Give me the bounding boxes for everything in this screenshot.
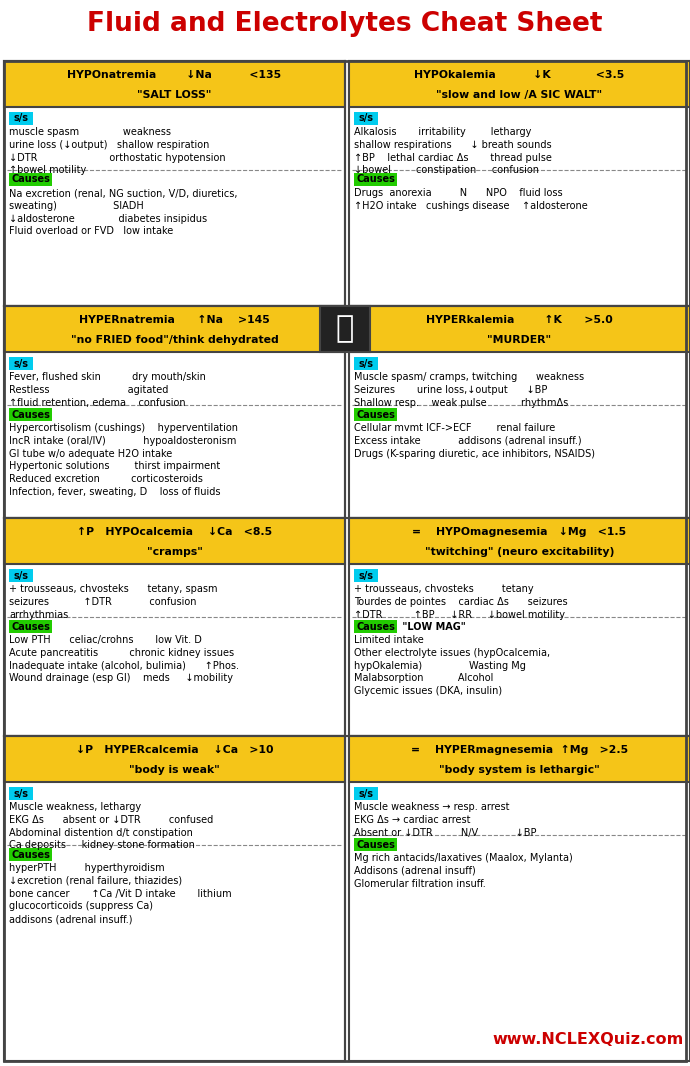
Bar [354,787,378,800]
Bar [349,61,690,107]
Text: ⤢: ⤢ [336,314,354,343]
Text: ↑P   HYPOcalcemia    ↓Ca   <8.5: ↑P HYPOcalcemia ↓Ca <8.5 [77,527,272,537]
Text: Cellular mvmt ICF->ECF        renal failure
Excess intake            addisons (a: Cellular mvmt ICF->ECF renal failure Exc… [354,423,595,458]
Text: =    HYPOmagnesemia   ↓Mg   <1.5: = HYPOmagnesemia ↓Mg <1.5 [413,527,627,537]
Bar [4,61,345,306]
Bar [349,518,690,564]
Text: Muscle weakness, lethargy
EKG Δs      absent or ↓DTR         confused
Abdominal : Muscle weakness, lethargy EKG Δs absent … [9,802,213,851]
Text: Drugs  anorexia         N      NPO    fluid loss
↑H2O intake   cushings disease : Drugs anorexia N NPO fluid loss ↑H2O int… [354,188,588,211]
Bar [354,357,378,370]
Text: Muscle weakness → resp. arrest
EKG Δs → cardiac arrest
Absent or ↓DTR         N/: Muscle weakness → resp. arrest EKG Δs → … [354,802,537,838]
Text: =    HYPERmagnesemia  ↑Mg   >2.5: = HYPERmagnesemia ↑Mg >2.5 [411,745,628,755]
Bar [9,173,52,185]
Text: "body system is lethargic": "body system is lethargic" [439,764,600,775]
Text: Mg rich antacids/laxatives (Maalox, Mylanta)
Addisons (adrenal insuff)
Glomerula: Mg rich antacids/laxatives (Maalox, Myla… [354,853,573,889]
Text: Causes: Causes [11,409,50,420]
Text: Fluid and Electrolytes Cheat Sheet: Fluid and Electrolytes Cheat Sheet [87,11,603,37]
Text: Low PTH      celiac/crohns       low Vit. D
Acute pancreatitis          chronic : Low PTH celiac/crohns low Vit. D Acute p… [9,635,239,683]
Bar [9,620,52,633]
Text: "no FRIED food"/think dehydrated: "no FRIED food"/think dehydrated [70,335,278,344]
Text: Alkalosis       irritability        lethargy
shallow respirations      ↓ breath : Alkalosis irritability lethargy shallow … [354,127,552,176]
Text: s/s: s/s [359,570,373,581]
Bar [354,838,397,851]
Text: s/s: s/s [359,358,373,369]
Bar [349,306,690,352]
Text: HYPERnatremia      ↑Na    >145: HYPERnatremia ↑Na >145 [79,314,270,325]
Bar [354,408,397,421]
Text: "twitching" (neuro excitability): "twitching" (neuro excitability) [425,547,614,556]
Text: Causes: Causes [356,175,395,184]
Text: Na excretion (renal, NG suction, V/D, diuretics,
sweating)                  SIAD: Na excretion (renal, NG suction, V/D, di… [9,188,237,237]
Text: + trousseaus, chvosteks         tetany
Tourdes de pointes    cardiac Δs      sei: + trousseaus, chvosteks tetany Tourdes d… [354,584,568,619]
Text: "body is weak": "body is weak" [129,764,220,775]
Text: s/s: s/s [14,358,28,369]
Text: + trousseaus, chvosteks      tetany, spasm
seizures           ↑DTR            co: + trousseaus, chvosteks tetany, spasm se… [9,584,217,619]
Text: www.NCLEXQuiz.com: www.NCLEXQuiz.com [493,1032,684,1047]
Bar [4,61,345,107]
Text: HYPOkalemia          ↓K            <3.5: HYPOkalemia ↓K <3.5 [415,69,624,80]
Bar [354,173,397,185]
Text: Causes: Causes [11,850,50,859]
Text: s/s: s/s [359,789,373,798]
Text: ↓P   HYPERcalcemia    ↓Ca   >10: ↓P HYPERcalcemia ↓Ca >10 [76,745,273,755]
Text: Causes: Causes [356,409,395,420]
Bar [9,787,33,800]
Bar [354,569,378,582]
Bar [4,518,345,736]
Text: s/s: s/s [14,789,28,798]
Text: "LOW MAG": "LOW MAG" [399,621,466,631]
Bar [349,736,690,1061]
Bar [349,306,690,518]
Text: Causes: Causes [356,621,395,631]
Text: HYPOnatremia        ↓Na          <135: HYPOnatremia ↓Na <135 [68,69,282,80]
Bar [4,518,345,564]
Text: hyperPTH         hyperthyroidism
↓excretion (renal failure, thiazides)
bone canc: hyperPTH hyperthyroidism ↓excretion (ren… [9,863,232,924]
Text: HYPERkalemia        ↑K      >5.0: HYPERkalemia ↑K >5.0 [426,314,613,325]
Bar [349,736,690,782]
Text: muscle spasm              weakness
urine loss (↓output)   shallow respiration
↓D: muscle spasm weakness urine loss (↓outpu… [9,127,226,176]
Text: Causes: Causes [356,840,395,850]
Bar [320,306,370,352]
Bar [4,736,345,782]
Text: "MURDER": "MURDER" [487,335,551,344]
Text: Causes: Causes [11,175,50,184]
Text: s/s: s/s [14,113,28,124]
Text: s/s: s/s [359,113,373,124]
Text: Causes: Causes [11,621,50,631]
Text: "SALT LOSS": "SALT LOSS" [137,90,212,99]
Bar [9,569,33,582]
Bar [9,112,33,125]
Text: Muscle spasm/ cramps, twitching      weakness
Seizures       urine loss,↓output : Muscle spasm/ cramps, twitching weakness… [354,372,584,407]
Text: Limited intake
Other electrolyte issues (hypOcalcemia,
hypOkalemia)             : Limited intake Other electrolyte issues … [354,635,550,696]
Bar [4,736,345,1061]
Bar [9,408,52,421]
Bar [354,620,397,633]
Bar [4,306,345,352]
Text: s/s: s/s [14,570,28,581]
Text: Fever, flushed skin          dry mouth/skin
Restless                         agi: Fever, flushed skin dry mouth/skin Restl… [9,372,206,407]
Bar [9,847,52,861]
Text: Hypercortisolism (cushings)    hyperventilation
IncR intake (oral/IV)           : Hypercortisolism (cushings) hyperventila… [9,423,238,497]
Text: "slow and low /A SIC WALT": "slow and low /A SIC WALT" [437,90,602,99]
Text: "cramps": "cramps" [146,547,202,556]
Bar [9,357,33,370]
Bar [4,306,345,518]
Bar [354,112,378,125]
Bar [349,61,690,306]
Bar [349,518,690,736]
